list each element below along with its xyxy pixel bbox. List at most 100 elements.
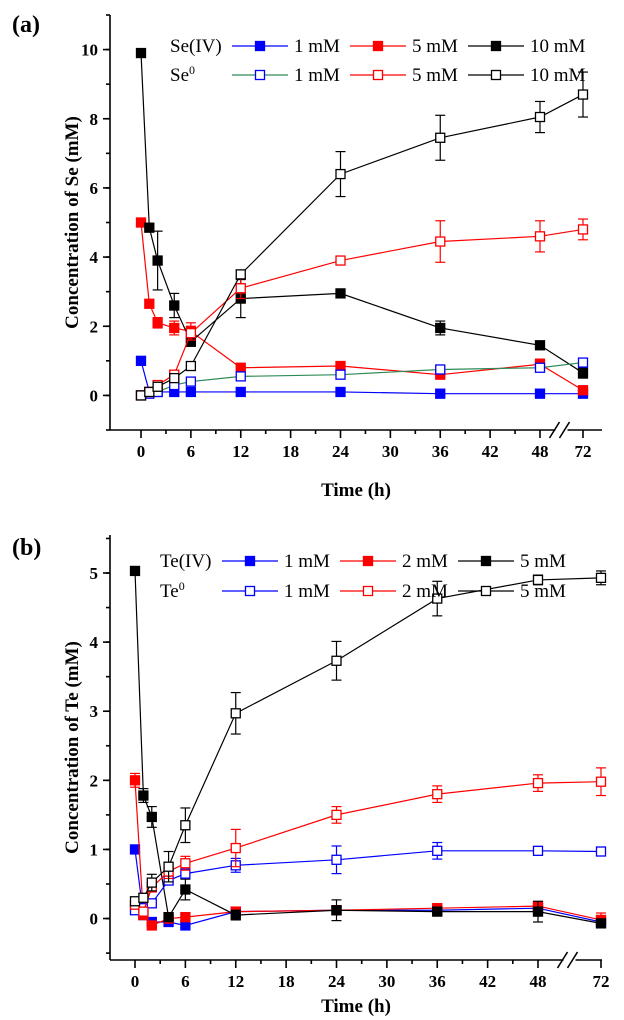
data-point <box>577 224 589 235</box>
legend-series-label: 10 mM <box>530 36 586 57</box>
x-tick-label: 6 <box>187 442 196 461</box>
series-1 <box>135 355 589 399</box>
data-point <box>146 898 157 909</box>
data-point <box>185 328 197 339</box>
y-tick-label: 6 <box>90 179 99 198</box>
panel-label: (a) <box>12 12 40 38</box>
data-point <box>335 386 346 398</box>
legend-marker <box>490 40 502 52</box>
data-point <box>235 386 246 398</box>
data-point <box>230 708 241 719</box>
x-tick-label: 72 <box>575 442 592 461</box>
data-point <box>230 909 241 921</box>
data-point <box>435 388 446 399</box>
legend-group-label: Se0 <box>170 63 195 86</box>
data-point <box>577 385 589 396</box>
y-tick-label: 2 <box>90 771 99 790</box>
legend-group-label: Te0 <box>160 579 185 602</box>
axis-break-mark <box>556 951 569 969</box>
y-tick-label: 8 <box>90 110 99 129</box>
axes <box>103 535 602 969</box>
legend-series-label: 2 mM <box>402 551 448 572</box>
data-point <box>235 269 246 280</box>
x-axis-title: Time (h) <box>321 480 391 501</box>
data-point <box>435 236 446 247</box>
data-point <box>129 844 141 855</box>
data-point <box>532 845 544 856</box>
data-point <box>577 357 589 368</box>
y-tick-label: 2 <box>90 317 99 336</box>
data-point <box>135 390 147 401</box>
data-point <box>532 574 544 586</box>
legend-series-label: 10 mM <box>530 65 586 86</box>
data-point <box>180 858 191 869</box>
y-tick-label: 10 <box>81 41 98 60</box>
data-point <box>152 317 163 328</box>
data-point <box>335 369 346 380</box>
data-point <box>595 918 607 929</box>
data-point <box>331 905 342 916</box>
series-line <box>140 94 584 396</box>
data-point <box>144 386 155 398</box>
legend-marker <box>372 69 384 81</box>
x-tick-label: 42 <box>479 972 496 991</box>
data-point <box>331 809 342 821</box>
x-tick-label: 36 <box>429 972 446 991</box>
data-point <box>532 906 544 917</box>
data-point <box>534 340 546 351</box>
x-tick-label: 12 <box>227 972 244 991</box>
legend-marker <box>254 40 266 52</box>
series-line <box>134 780 602 927</box>
data-point <box>129 775 141 786</box>
data-point <box>180 912 191 923</box>
legend-series-label: 1 mM <box>294 36 340 57</box>
data-point <box>144 298 155 309</box>
y-tick-label: 0 <box>90 386 99 405</box>
y-tick-label: 3 <box>90 702 99 721</box>
x-tick-label: 12 <box>232 442 249 461</box>
data-point <box>335 360 346 372</box>
data-point <box>185 360 197 372</box>
axis-break-mark <box>566 951 579 969</box>
legend-series-label: 2 mM <box>402 581 448 602</box>
data-point <box>169 322 180 334</box>
x-tick-label: 30 <box>382 442 399 461</box>
data-point <box>138 906 149 917</box>
legend: Te(IV) 1 mM 2 mM 5 mM Te0 1 mM 2 mM 5 mM <box>160 551 566 602</box>
data-point <box>432 788 443 800</box>
series-line <box>140 360 583 395</box>
x-tick-label: 42 <box>482 442 499 461</box>
legend-marker <box>490 69 502 81</box>
series-line <box>140 53 584 374</box>
data-point <box>169 300 180 311</box>
x-tick-label: 6 <box>181 972 190 991</box>
data-point <box>135 355 147 366</box>
legend-superscript: 0 <box>189 63 195 77</box>
data-point <box>595 846 607 857</box>
x-tick-label: 0 <box>131 972 140 991</box>
data-point <box>138 892 149 903</box>
legend-superscript: 0 <box>179 579 185 593</box>
legend-series-label: 1 mM <box>284 551 330 572</box>
data-point <box>595 572 607 583</box>
data-point <box>135 217 147 228</box>
series-line <box>140 222 584 391</box>
y-tick-label: 4 <box>90 633 99 652</box>
data-point <box>331 655 342 666</box>
x-tick-label: 24 <box>328 972 346 991</box>
legend-marker <box>244 555 256 567</box>
x-axis-title: Time (h) <box>321 996 391 1017</box>
legend-group-label: Se(IV) <box>170 36 222 57</box>
y-tick-label: 0 <box>90 910 99 929</box>
data-point <box>331 854 342 865</box>
legend-marker <box>362 555 374 567</box>
data-point <box>180 820 191 831</box>
legend-series-label: 5 mM <box>412 36 458 57</box>
data-point <box>235 362 246 373</box>
x-tick-label: 48 <box>530 972 547 991</box>
axes <box>103 14 602 439</box>
data-point <box>144 222 155 233</box>
data-point <box>534 231 546 242</box>
